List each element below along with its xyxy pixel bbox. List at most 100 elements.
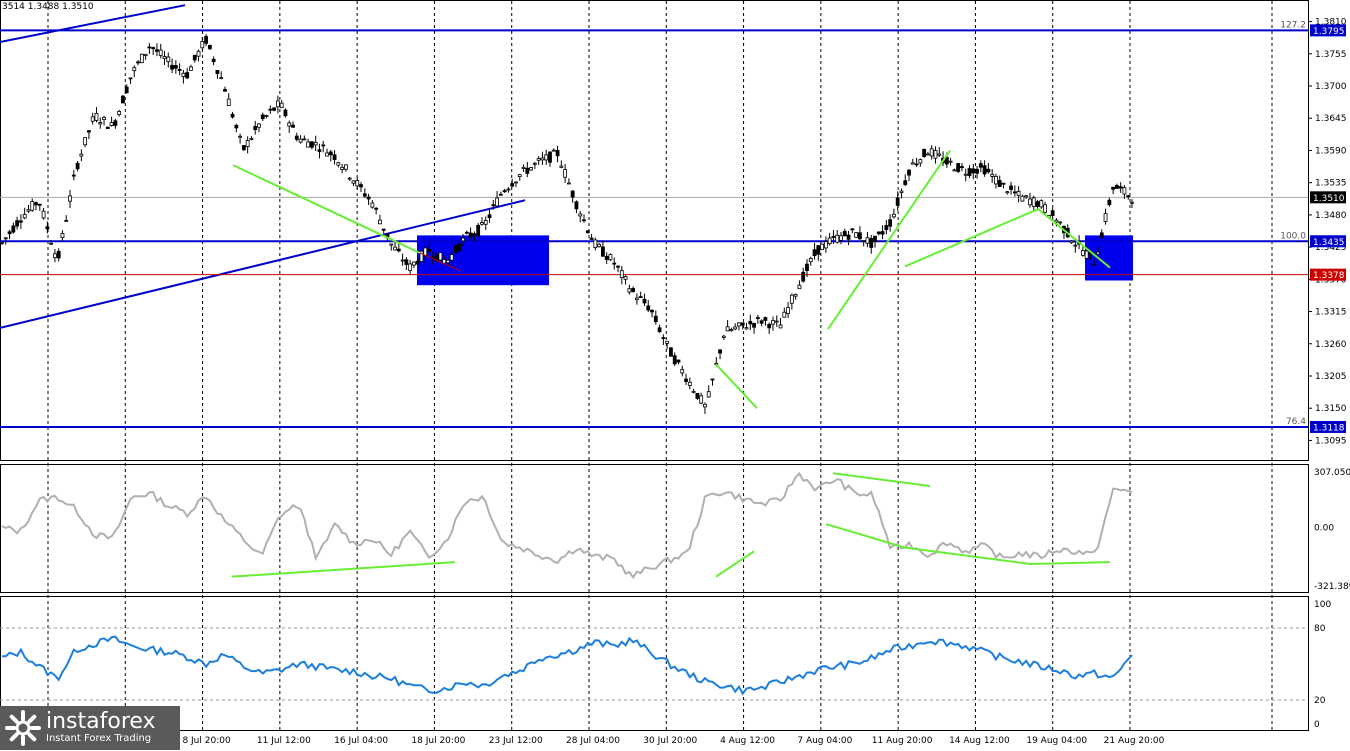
candle-body	[555, 150, 560, 157]
time-tick-label: 14 Aug 12:00	[949, 736, 1010, 746]
oscillator-1-pane: 307.0503 0.00 -321.3890	[1, 468, 1350, 592]
candle-body	[759, 320, 764, 324]
candle-body	[378, 219, 382, 225]
candle-body	[755, 317, 760, 319]
divergence-trendline	[827, 149, 951, 330]
candle-body	[1073, 244, 1078, 247]
indicator-tick-label: 0.00	[1314, 524, 1334, 534]
candle-body	[729, 329, 734, 332]
candle-body	[340, 166, 345, 170]
candle-body	[381, 228, 386, 231]
candle-body	[869, 238, 874, 248]
candle-body	[464, 231, 469, 234]
candle-body	[283, 109, 288, 117]
candle-body	[173, 65, 178, 69]
candle-body	[207, 44, 212, 50]
candle-body	[438, 252, 443, 261]
candle-body	[559, 165, 564, 168]
candle-body	[578, 213, 583, 217]
divergence-trendline	[825, 523, 906, 549]
candle-body	[933, 150, 938, 159]
time-tick-label: 7 Aug 04:00	[797, 736, 852, 746]
candle-body	[831, 236, 836, 238]
candle-body	[566, 182, 571, 185]
candle-body	[1122, 187, 1127, 195]
candle-body	[1009, 185, 1013, 190]
candle-body	[740, 322, 745, 326]
candle-body	[1096, 251, 1100, 255]
candle-body	[635, 297, 639, 301]
candle-body	[0, 241, 4, 244]
candle-body	[461, 237, 465, 242]
candle-body	[839, 235, 843, 241]
divergence-trendline	[715, 363, 758, 409]
candle-body	[721, 335, 726, 338]
candle-body	[147, 46, 152, 49]
candle-body	[249, 137, 254, 140]
candle-body	[272, 107, 277, 111]
candle-body	[332, 154, 337, 160]
channel-upper-line	[0, 4, 186, 44]
candle-body	[1069, 240, 1074, 244]
candle-body	[718, 349, 722, 354]
candle-body	[1035, 201, 1040, 207]
candle-body	[710, 378, 715, 381]
candle-body	[336, 162, 341, 166]
candle-body	[948, 160, 953, 163]
candle-body	[1054, 219, 1059, 223]
price-pane-frame	[0, 0, 1309, 461]
candle-body	[990, 174, 995, 177]
brand-tagline: Instant Forex Trading	[46, 733, 152, 744]
candle-body	[1107, 199, 1112, 206]
candle-body	[619, 270, 624, 278]
divergence-trendline	[1037, 208, 1111, 269]
candle-body	[128, 77, 133, 80]
fib-level-label: 127.2	[1280, 20, 1306, 30]
candle-body	[241, 145, 246, 151]
price-tick-label: 1.3205	[1315, 372, 1347, 382]
candle-body	[929, 148, 934, 157]
candle-body	[680, 369, 685, 374]
candle-body	[177, 69, 182, 71]
candle-body	[986, 168, 991, 173]
candle-body	[166, 56, 171, 63]
candle-body	[498, 193, 503, 196]
candle-body	[71, 174, 76, 177]
brand-name: instaforex	[46, 709, 156, 734]
candle-body	[355, 180, 360, 187]
candle-body	[994, 175, 998, 185]
candle-body	[506, 188, 511, 191]
candle-body	[699, 395, 704, 404]
candle-body	[90, 116, 95, 122]
osc1-pane-frame	[0, 464, 1309, 593]
candle-body	[136, 61, 140, 64]
candle-body	[997, 180, 1002, 187]
candle-body	[151, 47, 156, 50]
candle-body	[744, 327, 749, 330]
candle-body	[514, 181, 518, 184]
candle-body	[888, 219, 893, 227]
candle-body	[1001, 182, 1006, 185]
candle-body	[472, 233, 477, 236]
candle-body	[684, 378, 688, 382]
candle-body	[366, 196, 371, 200]
candle-body	[260, 114, 265, 120]
candle-body	[725, 326, 730, 332]
candle-body	[975, 168, 979, 174]
candle-body	[612, 262, 617, 265]
indicator-tick-label: 80	[1314, 624, 1326, 634]
candle-body	[907, 169, 911, 176]
time-tick-label: 11 Aug 20:00	[872, 736, 933, 746]
candle-body	[570, 190, 575, 198]
price-tick-label: 1.3810	[1315, 18, 1347, 28]
candle-body	[774, 320, 779, 323]
divergence-trendline	[1029, 561, 1111, 565]
candle-body	[219, 77, 224, 80]
candle-body	[1114, 185, 1119, 189]
candle-body	[245, 140, 250, 148]
candle-body	[627, 288, 632, 293]
candle-body	[1005, 191, 1010, 194]
candle-body	[884, 225, 889, 231]
candle-body	[211, 58, 216, 63]
